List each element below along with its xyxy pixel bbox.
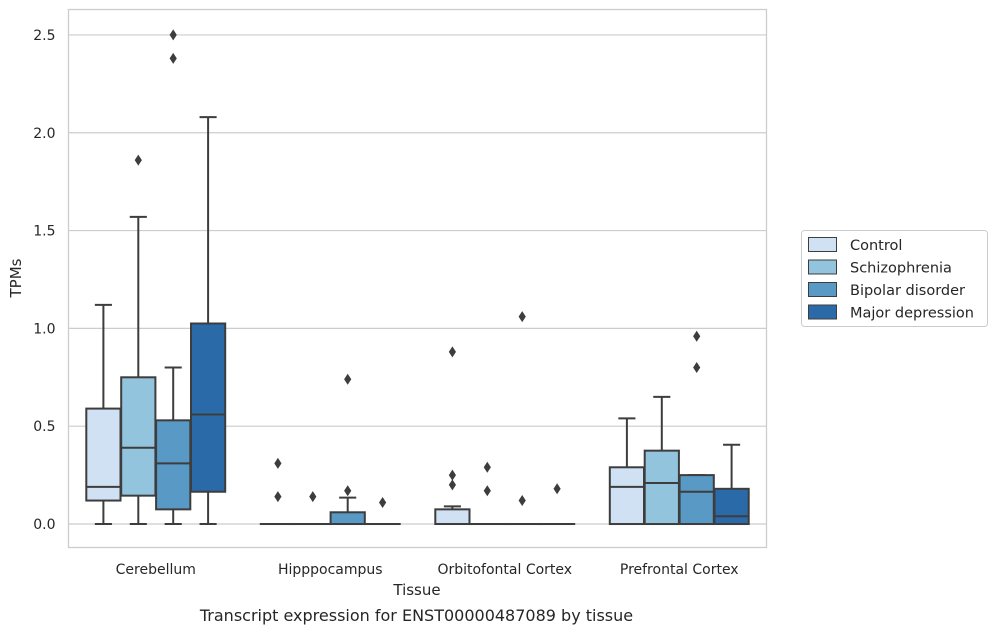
legend-entry: Control — [850, 238, 902, 254]
box-0-1 — [259, 457, 297, 526]
box-body — [155, 419, 192, 511]
y-tick-label: 0.5 — [33, 419, 55, 435]
y-tick-label: 0.0 — [33, 517, 55, 533]
box-2-0 — [155, 29, 192, 526]
y-tick-labels: 0.0 0.5 1.0 1.5 2.0 2.5 — [33, 28, 55, 533]
box-0-3 — [608, 417, 646, 526]
y-tick-label: 1.0 — [33, 321, 55, 337]
outlier-point — [553, 483, 561, 495]
legend-swatch — [808, 259, 837, 275]
box-1-2 — [469, 461, 506, 526]
outlier-point — [134, 154, 142, 166]
box-0-2 — [434, 346, 471, 526]
box-body — [329, 511, 366, 526]
box-2-2 — [504, 311, 541, 526]
legend-swatch — [808, 237, 837, 252]
box-body — [189, 322, 227, 493]
outlier-point — [448, 469, 456, 481]
box-body — [120, 376, 157, 497]
y-tick-label: 2.0 — [33, 126, 55, 142]
legend-entry: Bipolar disorder — [850, 283, 965, 299]
y-axis-title: TPMs — [7, 258, 25, 298]
outlier-point — [274, 457, 282, 469]
figure-caption: Transcript expression for ENST0000048708… — [199, 606, 634, 625]
legend-frame — [801, 230, 988, 327]
outlier-point — [169, 29, 177, 41]
x-tick-label: Prefrontal Cortex — [620, 562, 739, 578]
x-tick-labels: Cerebellum Hipppocampus Orbitofontal Corte… — [116, 562, 739, 578]
box-3-2 — [538, 483, 576, 526]
outlier-point — [448, 479, 456, 491]
x-tick-label: Orbitofontal Cortex — [437, 562, 572, 578]
outlier-point — [693, 362, 701, 374]
box-2-1 — [329, 373, 366, 526]
outlier-point — [344, 373, 352, 385]
box-2-3 — [678, 330, 715, 526]
box-1-0 — [120, 154, 157, 526]
box-body — [643, 449, 680, 526]
legend-swatch — [808, 282, 837, 297]
outlier-point — [448, 346, 456, 358]
y-tick-label: 2.5 — [33, 28, 55, 44]
x-tick-label: Cerebellum — [116, 562, 196, 578]
box-1-1 — [294, 491, 331, 526]
outlier-point — [169, 52, 177, 64]
outlier-point — [274, 491, 282, 503]
box-3-1 — [364, 497, 401, 526]
legend-entry: Schizophrenia — [850, 261, 952, 277]
box-3-3 — [713, 443, 750, 526]
outlier-point — [518, 311, 526, 323]
box-1-3 — [643, 395, 680, 526]
outlier-point — [483, 485, 491, 497]
outlier-point — [693, 330, 701, 342]
plot-frame — [67, 8, 768, 549]
legend: Control Schizophrenia Bipolar disorder Majo… — [801, 230, 988, 327]
box-0-0 — [85, 303, 122, 526]
box-body — [713, 487, 750, 526]
outlier-point — [344, 485, 352, 497]
box-body — [434, 508, 471, 526]
outlier-point — [379, 497, 387, 509]
legend-entry: Major depression — [850, 306, 974, 322]
y-tick-label: 1.5 — [33, 224, 55, 240]
plot-area — [85, 29, 750, 526]
x-axis-title: Tissue — [392, 581, 440, 599]
box-body — [608, 466, 646, 526]
outlier-point — [309, 491, 317, 503]
box-3-0 — [189, 116, 227, 526]
outlier-point — [518, 495, 526, 507]
legend-swatch — [808, 304, 837, 320]
box-body — [678, 474, 715, 526]
x-tick-label: Hipppocampus — [278, 562, 383, 578]
outlier-point — [483, 461, 491, 473]
